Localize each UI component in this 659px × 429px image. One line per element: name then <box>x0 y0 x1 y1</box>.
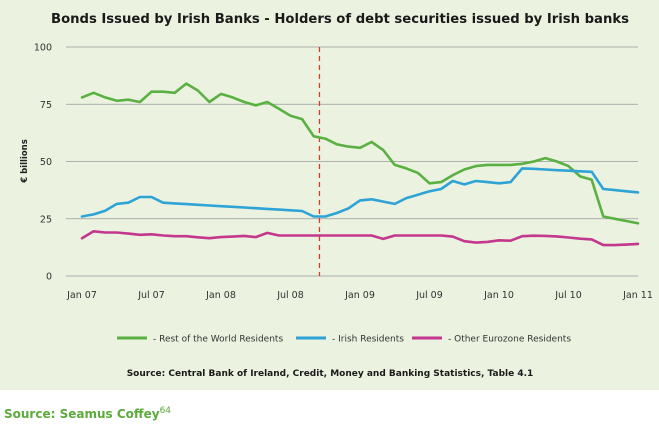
y-axis-label: € billions <box>20 139 30 184</box>
legend-label-rest-of-world: - Rest of the World Residents <box>153 335 283 345</box>
figure-source-label: Source: Seamus Coffey <box>4 407 160 421</box>
legend-item-irish-residents: - Irish Residents <box>296 335 404 345</box>
y-tick-100: 100 <box>34 43 52 54</box>
y-tick-50: 50 <box>40 157 52 168</box>
footnote-number: 64 <box>159 406 172 416</box>
legend-item-other-eurozone: - Other Eurozone Residents <box>412 335 571 345</box>
figure-source: Source: Seamus Coffey64 <box>4 406 171 421</box>
x-tick-jan-10: Jan 10 <box>483 290 514 301</box>
legend-label-other-eurozone: - Other Eurozone Residents <box>448 335 571 345</box>
x-tick-jan-11: Jan 11 <box>622 290 653 301</box>
series-line-irish-residents <box>80 167 640 218</box>
y-tick-0: 0 <box>46 272 52 283</box>
series-lines <box>80 82 640 247</box>
series-line-rest-of-the-world-residents <box>80 82 640 225</box>
chart-title: Bonds Issued by Irish Banks - Holders of… <box>51 12 629 27</box>
legend-item-rest-of-world: - Rest of the World Residents <box>117 335 283 345</box>
y-tick-25: 25 <box>40 214 52 225</box>
chart-source-note: Source: Central Bank of Ireland, Credit,… <box>127 369 534 379</box>
x-tick-jul-10: Jul 10 <box>554 290 582 301</box>
legend-label-irish-residents: - Irish Residents <box>332 335 404 345</box>
x-tick-labels: Jan 07 Jul 07 Jan 08 Jul 08 Jan 09 Jul 09 Jan … <box>66 290 653 301</box>
x-tick-jul-08: Jul 08 <box>276 290 304 301</box>
x-tick-jan-09: Jan 09 <box>344 290 375 301</box>
x-tick-jan-08: Jan 08 <box>205 290 236 301</box>
y-tick-75: 75 <box>40 100 52 111</box>
gridlines <box>66 46 638 277</box>
y-tick-labels: 0 25 50 75 100 <box>34 43 52 283</box>
series-line-other-eurozone-residents <box>80 230 640 247</box>
chart-panel: Bonds Issued by Irish Banks - Holders of… <box>0 0 659 390</box>
x-tick-jan-07: Jan 07 <box>66 290 97 301</box>
chart-svg: Bonds Issued by Irish Banks - Holders of… <box>20 12 653 379</box>
x-tick-jul-09: Jul 09 <box>415 290 443 301</box>
legend: - Rest of the World Residents - Irish Re… <box>117 335 571 345</box>
x-tick-jul-07: Jul 07 <box>137 290 165 301</box>
